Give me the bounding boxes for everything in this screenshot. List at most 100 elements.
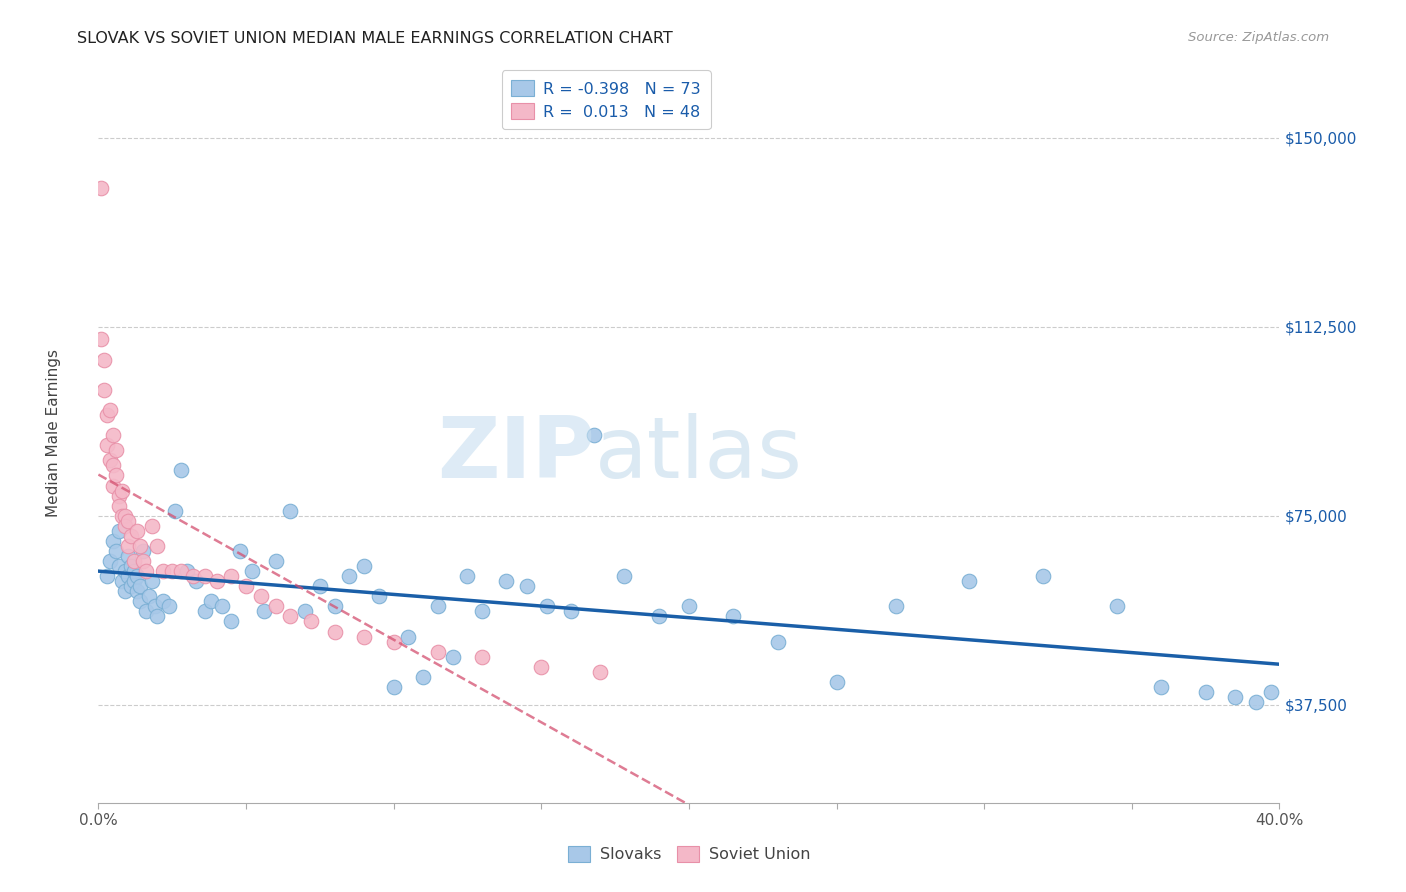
Point	[398, 630, 420, 644]
Point	[105, 468, 128, 483]
Point	[211, 599, 233, 614]
Point	[495, 574, 517, 589]
Point	[117, 514, 139, 528]
Point	[471, 604, 494, 618]
Point	[132, 554, 155, 568]
Point	[170, 463, 193, 477]
Point	[117, 569, 139, 583]
Point	[253, 604, 276, 618]
Point	[105, 544, 128, 558]
Point	[339, 569, 361, 583]
Point	[323, 624, 346, 639]
Point	[184, 574, 207, 589]
Point	[138, 590, 160, 604]
Point	[103, 478, 125, 492]
Point	[427, 645, 450, 659]
Point	[250, 590, 273, 604]
Point	[157, 599, 180, 614]
Point	[122, 554, 145, 568]
Point	[1244, 695, 1267, 709]
Point	[122, 564, 145, 578]
Point	[583, 428, 606, 442]
Point	[299, 615, 322, 629]
Point	[146, 539, 169, 553]
Point	[98, 403, 121, 417]
Point	[111, 483, 134, 498]
Point	[103, 533, 125, 548]
Point	[176, 564, 198, 578]
Point	[1225, 690, 1247, 704]
Point	[678, 599, 700, 614]
Point	[132, 544, 155, 558]
Point	[111, 574, 134, 589]
Point	[589, 665, 612, 679]
Point	[93, 383, 115, 397]
Point	[200, 594, 222, 608]
Point	[96, 569, 118, 583]
Text: Source: ZipAtlas.com: Source: ZipAtlas.com	[1188, 31, 1329, 45]
Point	[96, 438, 118, 452]
Point	[105, 443, 128, 458]
Point	[382, 634, 405, 648]
Point	[108, 524, 131, 538]
Point	[165, 504, 187, 518]
Point	[162, 564, 183, 578]
Point	[235, 579, 257, 593]
Point	[264, 554, 287, 568]
Point	[125, 569, 148, 583]
Point	[294, 604, 316, 618]
Point	[135, 604, 157, 618]
Point	[114, 584, 136, 599]
Point	[323, 599, 346, 614]
Point	[221, 615, 243, 629]
Point	[457, 569, 479, 583]
Text: Median Male Earnings: Median Male Earnings	[46, 349, 60, 516]
Point	[221, 569, 243, 583]
Point	[884, 599, 907, 614]
Legend: Slovaks, Soviet Union: Slovaks, Soviet Union	[561, 839, 817, 869]
Point	[229, 544, 252, 558]
Text: ZIP: ZIP	[437, 413, 595, 496]
Point	[1195, 685, 1218, 699]
Point	[1032, 569, 1054, 583]
Point	[536, 599, 558, 614]
Point	[103, 458, 125, 473]
Point	[117, 549, 139, 563]
Point	[114, 508, 136, 523]
Point	[441, 649, 464, 664]
Point	[98, 554, 121, 568]
Point	[516, 579, 538, 593]
Point	[1107, 599, 1129, 614]
Point	[120, 559, 142, 574]
Point	[90, 333, 112, 347]
Point	[108, 499, 131, 513]
Point	[114, 564, 136, 578]
Point	[264, 599, 287, 614]
Point	[122, 574, 145, 589]
Text: atlas: atlas	[595, 413, 803, 496]
Point	[240, 564, 263, 578]
Point	[108, 559, 131, 574]
Point	[353, 559, 375, 574]
Point	[96, 408, 118, 422]
Point	[120, 529, 142, 543]
Text: SLOVAK VS SOVIET UNION MEDIAN MALE EARNINGS CORRELATION CHART: SLOVAK VS SOVIET UNION MEDIAN MALE EARNI…	[77, 31, 673, 46]
Point	[141, 574, 163, 589]
Point	[280, 504, 302, 518]
Point	[98, 453, 121, 467]
Point	[560, 604, 582, 618]
Point	[959, 574, 981, 589]
Point	[141, 518, 163, 533]
Point	[152, 594, 174, 608]
Point	[194, 569, 217, 583]
Point	[128, 539, 150, 553]
Point	[368, 590, 391, 604]
Point	[427, 599, 450, 614]
Point	[766, 634, 789, 648]
Point	[114, 518, 136, 533]
Point	[309, 579, 332, 593]
Point	[194, 604, 217, 618]
Point	[128, 579, 150, 593]
Point	[143, 599, 166, 614]
Point	[108, 489, 131, 503]
